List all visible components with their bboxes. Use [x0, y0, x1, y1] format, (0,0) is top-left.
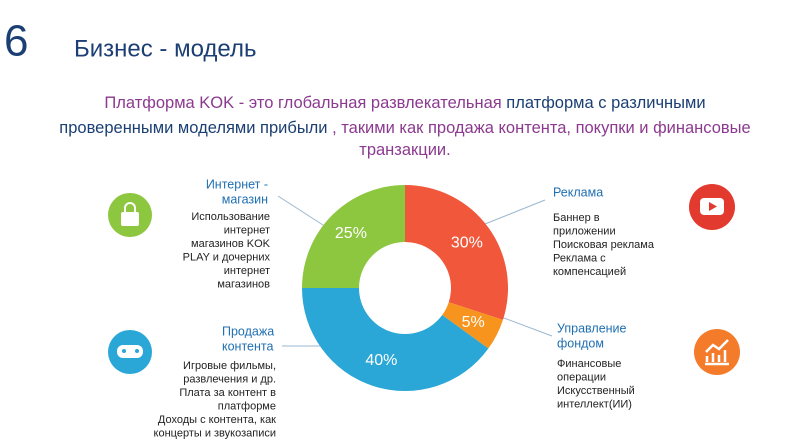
callout-text: интернет — [224, 224, 270, 236]
callout-text: Поисковая реклама — [553, 239, 655, 251]
callout-title: магазин — [222, 192, 268, 206]
icon-game — [108, 330, 152, 374]
donut-segment — [442, 302, 503, 349]
callout-text: интеллект(ИИ) — [557, 398, 632, 410]
callout-text: Баннер в — [553, 212, 600, 224]
callout-text: Игровые фильмы, — [183, 360, 276, 372]
slide-title: Бизнес - модель — [74, 35, 256, 62]
callout-text: платформе — [218, 400, 276, 412]
callout-text: приложении — [553, 225, 616, 237]
callout-text: магазинов — [217, 278, 270, 290]
callout-text: интернет — [224, 265, 270, 277]
callout-text: Искусственный — [557, 385, 635, 397]
callout-text: Финансовые — [557, 358, 621, 370]
subtitle-segment: , такими как продажа контента, покупки и… — [328, 119, 751, 137]
callout-text: Доходы с контента, как — [158, 414, 276, 426]
callout-text: концерты и звукозаписи — [154, 427, 276, 439]
callout-text: развлечения и др. — [183, 373, 276, 385]
icon-video — [689, 184, 735, 230]
callout-text: магазинов KOK — [191, 238, 271, 250]
value-label: 40% — [365, 352, 397, 369]
donut-segment — [405, 185, 508, 320]
callout-title: контента — [222, 339, 273, 353]
slide-number: 6 — [4, 17, 28, 66]
callout-text: компенсацией — [553, 266, 626, 278]
donut-segment — [302, 288, 489, 392]
icon-growth — [694, 329, 740, 375]
subtitle-segment: Платформа KOK - это глобальная развлекат… — [104, 94, 501, 112]
callout-title: фондом — [557, 336, 604, 350]
callout-title: Интернет - — [206, 177, 268, 191]
value-label: 30% — [451, 234, 483, 251]
subtitle-line: транзакции. — [359, 141, 450, 159]
value-label: 5% — [462, 314, 485, 331]
value-label: 25% — [335, 225, 367, 242]
callout-text: Использование — [191, 211, 270, 223]
icon-shop — [108, 193, 152, 237]
callout-text: Реклама с — [553, 252, 606, 264]
subtitle-segment: проверенными моделями прибыли — [59, 119, 327, 137]
callout-title: Управление — [557, 321, 627, 335]
subtitle-line: Платформа KOK - это глобальная развлекат… — [104, 94, 705, 112]
callout-text: Плата за контент в — [179, 387, 276, 399]
subtitle-segment: транзакции. — [359, 141, 450, 159]
donut-segment — [302, 185, 405, 288]
callout-text: PLAY и дочерних — [183, 251, 271, 263]
callout-title: Реклама — [553, 185, 603, 199]
subtitle-line: проверенными моделями прибыли , такими к… — [59, 119, 750, 137]
subtitle-segment: платформа с различными — [502, 94, 706, 112]
callout-title: Продажа — [222, 324, 274, 338]
callout-text: операции — [557, 371, 606, 383]
